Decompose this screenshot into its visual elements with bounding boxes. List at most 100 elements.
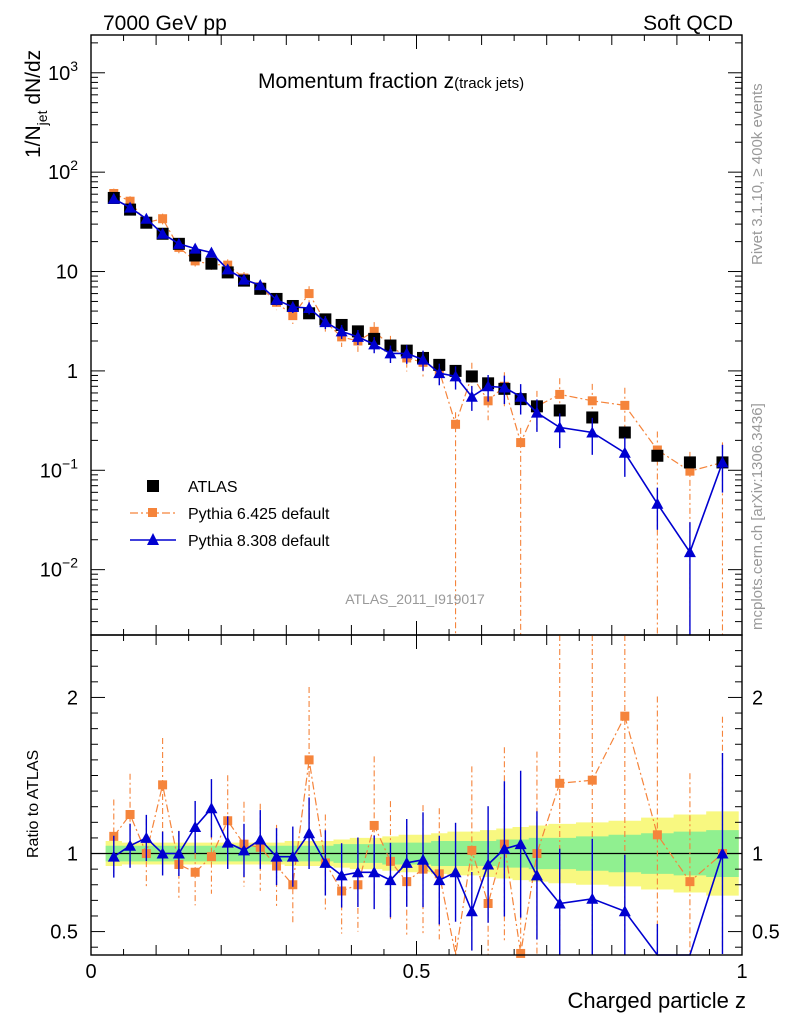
- plot-title: Momentum fraction z(track jets): [258, 70, 524, 93]
- py8-main-point: [530, 406, 543, 418]
- py8-ratio-point: [335, 869, 348, 881]
- header-right: Soft QCD: [643, 12, 733, 35]
- header-left: 7000 GeV pp: [103, 12, 227, 35]
- py8-main-point: [156, 227, 169, 239]
- x-axis-label: Charged particle z: [567, 988, 746, 1013]
- ratio-y-tick-label: 0.5: [50, 922, 78, 944]
- py8-ratio-point: [221, 836, 234, 848]
- atlas-data-point: [618, 426, 631, 439]
- py8-ratio-point: [189, 821, 202, 832]
- py8-ratio-point: [172, 847, 185, 859]
- py6-ratio-point: [516, 948, 526, 958]
- py8-main-point: [498, 381, 511, 393]
- plot-title-main: Momentum fraction z: [258, 70, 454, 93]
- py6-main-point: [555, 389, 565, 399]
- py8-ratio-point: [205, 802, 218, 814]
- py8-ratio-point: [433, 874, 446, 886]
- ratio-y-tick-label-right: 1: [752, 844, 763, 866]
- py6-ratio-point: [125, 810, 135, 820]
- py6-main-point: [304, 289, 314, 299]
- py8-main-point: [586, 426, 599, 438]
- py6-main-point: [451, 419, 461, 429]
- main-y-tick-label-1e3: 103: [48, 58, 78, 85]
- py8-main-point: [683, 546, 696, 558]
- py8-ratio-point: [303, 827, 316, 839]
- py8-ratio-point: [384, 874, 397, 886]
- py6-main-point: [685, 466, 695, 476]
- py6-main-point: [587, 396, 597, 406]
- py8-main-point: [351, 330, 364, 342]
- py8-main-point: [335, 325, 348, 337]
- py6-ratio-point: [652, 830, 662, 840]
- py8-ratio-point: [140, 831, 153, 843]
- py8-ratio-point: [482, 858, 495, 870]
- atlas-data-point: [553, 404, 566, 417]
- atlas-data-point: [189, 249, 202, 262]
- py6-ratio-point: [206, 852, 216, 862]
- py6-main-point: [288, 311, 298, 321]
- py6-ratio-point: [190, 867, 200, 877]
- py8-ratio-point: [400, 856, 413, 868]
- py8-main-point: [254, 279, 267, 291]
- py6-ratio-point: [555, 778, 565, 788]
- ratio-y-axis-label: Ratio to ATLAS: [25, 750, 42, 858]
- py8-main-point: [465, 390, 478, 402]
- py8-main-point: [716, 456, 729, 468]
- py8-main-point: [319, 316, 332, 328]
- py8-main-point: [237, 273, 250, 285]
- py8-ratio-point: [270, 850, 283, 862]
- py6-main-point: [369, 326, 379, 336]
- py8-ratio-point: [417, 853, 430, 865]
- py8-ratio-point: [618, 905, 631, 917]
- py8-main-point: [514, 390, 527, 402]
- py8-ratio-point: [716, 847, 729, 859]
- plot-title-sub: (track jets): [454, 75, 524, 92]
- py8-main-point: [449, 370, 462, 382]
- py6-ratio-point: [685, 877, 695, 887]
- py8-ratio-point: [237, 844, 250, 856]
- main-y-tick-label-1e-2: 10−2: [40, 555, 78, 582]
- atlas-data-point: [586, 411, 599, 424]
- ratio-plot-panel: 0.5 0.51 12 20 0.5 1 Ratio to ATLAS Charged p…: [25, 634, 780, 1013]
- legend-atlas-marker: [147, 480, 159, 492]
- atlas-data-point: [683, 456, 696, 469]
- py6-main-point: [620, 400, 630, 410]
- py8-ratio-point: [586, 892, 599, 904]
- x-tick-label: 0.5: [403, 961, 431, 983]
- py8-main-point: [433, 367, 446, 379]
- py8-ratio-point: [254, 833, 267, 845]
- py6-main-point: [125, 196, 135, 206]
- main-y-tick-label-1e2: 102: [48, 157, 78, 184]
- py8-ratio-point: [449, 866, 462, 878]
- py6-main-line: [113, 192, 723, 472]
- legend-py6-label: Pythia 6.425 default: [188, 506, 330, 523]
- py8-main-point: [172, 237, 185, 249]
- py8-ratio-point: [514, 838, 527, 850]
- main-y-tick-label-1: 1: [67, 361, 78, 383]
- x-tick-label: 0: [85, 961, 96, 983]
- py6-ratio-point: [620, 711, 630, 721]
- legend-py8-marker: [147, 533, 159, 545]
- py6-ratio-point: [587, 775, 597, 785]
- main-y-axis-label: 1/Njet dN/dz: [22, 50, 50, 158]
- py8-ratio-point: [319, 856, 332, 868]
- legend-py6-marker: [148, 508, 157, 517]
- main-plot-panel: 10−2 10−1 1 10 102 103 Momentum fraction z(tr…: [22, 34, 743, 636]
- ratio-y-tick-label-right: 2: [752, 687, 763, 709]
- py8-main-point: [107, 192, 120, 204]
- py6-ratio-point: [304, 755, 314, 765]
- py6-ratio-point: [369, 820, 379, 830]
- mcplots-reference-label: mcplots.cern.ch [arXiv:1306.3436]: [749, 403, 766, 630]
- legend-py8-label: Pythia 8.308 default: [188, 533, 330, 550]
- legend: ATLAS Pythia 6.425 default Pythia 8.308 …: [130, 479, 330, 550]
- py8-main-point: [189, 242, 202, 254]
- py8-main-line: [113, 198, 724, 554]
- py8-main-point: [286, 300, 299, 312]
- py8-main-point: [618, 446, 631, 458]
- ratio-y-tick-label: 1: [67, 844, 78, 866]
- py8-main-point: [221, 263, 234, 275]
- ratio-plot-frame: [90, 634, 743, 956]
- rivet-version-label: Rivet 3.1.10, ≥ 400k events: [749, 83, 766, 265]
- ratio-y-tick-label-right: 0.5: [752, 922, 780, 944]
